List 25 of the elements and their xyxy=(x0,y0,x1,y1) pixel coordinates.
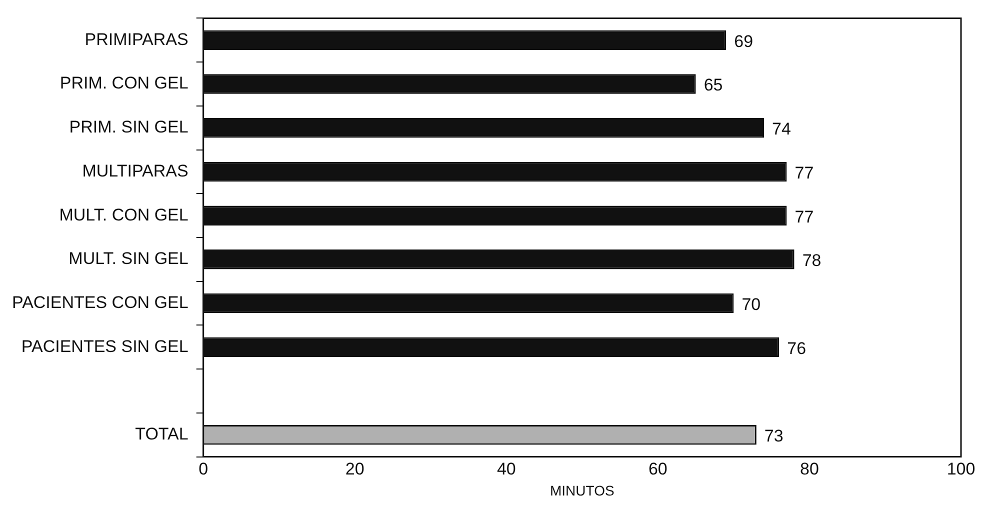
x-tick-label: 100 xyxy=(946,460,976,479)
y-tick-label: MULT. SIN GEL xyxy=(68,249,188,268)
x-axis-title: MINUTOS xyxy=(550,482,614,498)
data-label: 76 xyxy=(787,338,806,358)
x-tick-label: 80 xyxy=(800,460,819,479)
y-tick-label: PRIM. SIN GEL xyxy=(69,118,188,137)
y-tick-label: PACIENTES SIN GEL xyxy=(21,336,188,356)
x-tick-label: 60 xyxy=(648,460,668,479)
data-label: 73 xyxy=(764,426,784,446)
y-tick-label: MULTIPARAS xyxy=(82,161,188,180)
data-label: 77 xyxy=(794,163,814,182)
y-tick-label: PRIM. CON GEL xyxy=(60,74,188,93)
y-tick-label: MULT. CON GEL xyxy=(59,205,188,224)
y-tick-label: TOTAL xyxy=(135,424,188,444)
data-label: 78 xyxy=(802,251,822,270)
x-tick-label: 20 xyxy=(345,460,364,479)
data-label: 74 xyxy=(772,120,791,139)
x-tick-label: 40 xyxy=(496,460,516,479)
x-tick-label: 0 xyxy=(198,460,208,479)
data-label: 65 xyxy=(704,76,723,95)
data-label: 70 xyxy=(742,294,761,314)
y-tick-label: PRIMIPARAS xyxy=(84,30,188,49)
data-label: 77 xyxy=(794,207,814,226)
y-tick-label: PACIENTES CON GEL xyxy=(12,292,188,312)
data-label: 69 xyxy=(734,32,754,51)
